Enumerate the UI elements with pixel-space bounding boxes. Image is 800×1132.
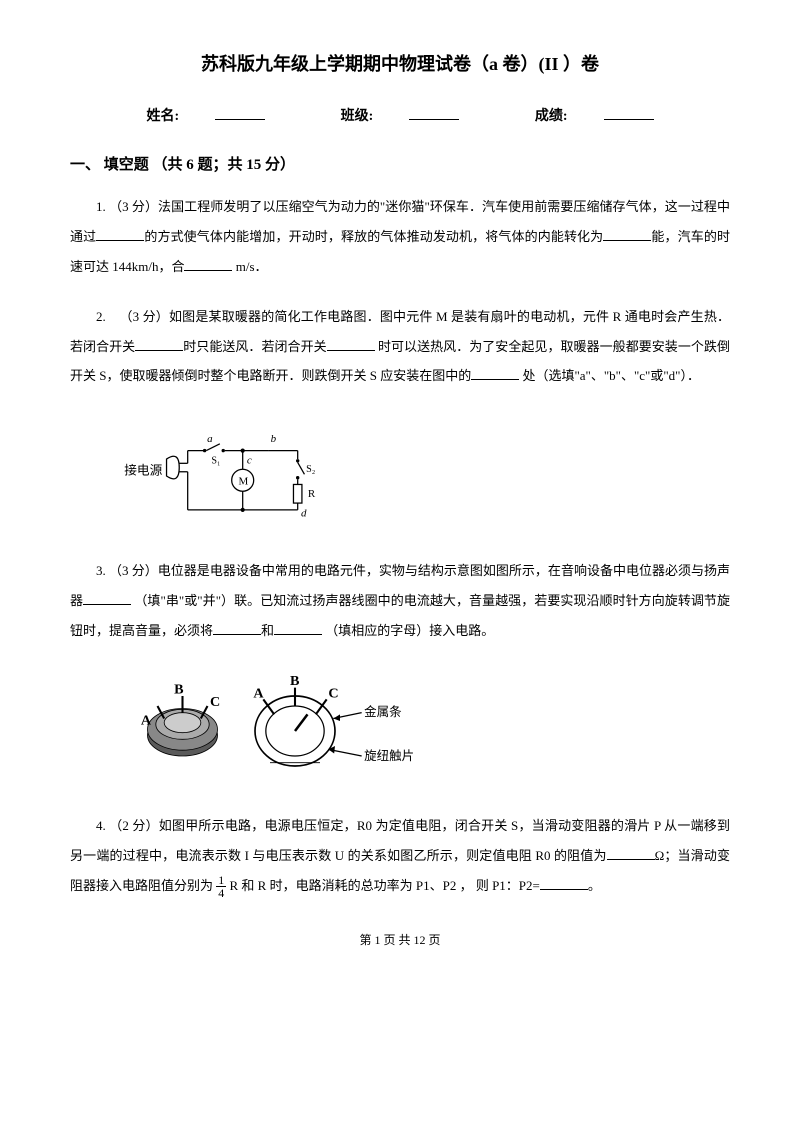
- q4-text-3: R 和 R 时，电路消耗的总功率为 P1、P2 ， 则 P1：P2=: [226, 878, 540, 893]
- q4-fraction: 14: [216, 874, 226, 899]
- svg-text:a: a: [207, 433, 213, 445]
- q3-text-3: 和: [261, 623, 274, 638]
- q2-blank-1: [135, 337, 183, 351]
- power-label: 接电源: [124, 463, 162, 478]
- q3-number: 3.: [70, 556, 106, 586]
- class-field: 班级:: [323, 109, 478, 124]
- q1-blank-1: [96, 227, 144, 241]
- q3-potentiometer-diagram: A B C A B C 金属条 旋纽触片: [120, 666, 730, 801]
- q3-blank-2: [213, 621, 261, 635]
- svg-text:R: R: [308, 488, 316, 500]
- svg-text:金属条: 金属条: [364, 704, 402, 719]
- svg-text:B: B: [290, 673, 300, 689]
- svg-text:M: M: [238, 476, 248, 488]
- svg-text:d: d: [301, 508, 307, 520]
- q1-text-2: 的方式使气体内能增加，开动时，释放的气体推动发动机，将气体的内能转化为: [144, 229, 603, 244]
- svg-text:A: A: [253, 686, 264, 702]
- svg-text:A: A: [141, 712, 152, 728]
- q4-number: 4.: [70, 811, 106, 841]
- student-info: 姓名: 班级: 成绩:: [70, 104, 730, 125]
- q2-blank-2: [327, 337, 375, 351]
- q2-blank-3: [471, 366, 519, 380]
- q3-blank-3: [274, 621, 322, 635]
- question-2: 2. （3 分）如图是某取暖器的简化工作电路图．图中元件 M 是装有扇叶的电动机…: [70, 302, 730, 392]
- section-1-header: 一、 填空题 （共 6 题；共 15 分）: [70, 153, 730, 174]
- exam-title: 苏科版九年级上学期期中物理试卷（a 卷）(II ）卷: [70, 50, 730, 76]
- svg-text:C: C: [328, 686, 338, 702]
- q2-number: 2.: [70, 302, 106, 332]
- q4-blank-1: [607, 846, 655, 860]
- svg-text:B: B: [174, 682, 184, 698]
- q2-text-2: 时只能送风．若闭合开关: [183, 339, 326, 354]
- svg-text:S₁: S₁: [211, 456, 220, 467]
- q1-blank-3: [184, 257, 232, 271]
- q3-text-4: （填相应的字母）接入电路。: [322, 623, 494, 638]
- svg-text:旋纽触片: 旋纽触片: [364, 749, 414, 763]
- q3-blank-1: [83, 591, 131, 605]
- name-field: 姓名:: [128, 109, 283, 124]
- q1-number: 1.: [70, 192, 106, 222]
- question-4: 4. （2 分）如图甲所示电路，电源电压恒定，R0 为定值电阻，闭合开关 S，当…: [70, 811, 730, 901]
- q1-blank-2: [603, 227, 651, 241]
- question-1: 1. （3 分）法国工程师发明了以压缩空气为动力的"迷你猫"环保车．汽车使用前需…: [70, 192, 730, 282]
- page-footer: 第 1 页 共 12 页: [70, 931, 730, 948]
- q1-points: （3 分）: [109, 199, 158, 214]
- svg-text:b: b: [271, 433, 277, 445]
- q2-points: （3 分）: [119, 309, 168, 324]
- q4-text-4: 。: [588, 878, 601, 893]
- score-field: 成绩:: [517, 109, 672, 124]
- question-3: 3. （3 分）电位器是电器设备中常用的电路元件，实物与结构示意图如图所示，在音…: [70, 556, 730, 646]
- svg-text:S₂: S₂: [306, 464, 315, 475]
- q3-points: （3 分）: [109, 563, 158, 578]
- q2-text-4: 处（选填"a"、"b"、"c"或"d"）．: [519, 368, 700, 383]
- q4-points: （2 分）: [109, 818, 159, 833]
- q1-text-4: m/s．: [232, 259, 267, 274]
- q4-blank-2: [540, 876, 588, 890]
- q2-circuit-diagram: 接电源 a S₁ c M b S₂ R d: [120, 411, 730, 546]
- svg-text:c: c: [247, 455, 252, 467]
- svg-text:C: C: [210, 694, 220, 710]
